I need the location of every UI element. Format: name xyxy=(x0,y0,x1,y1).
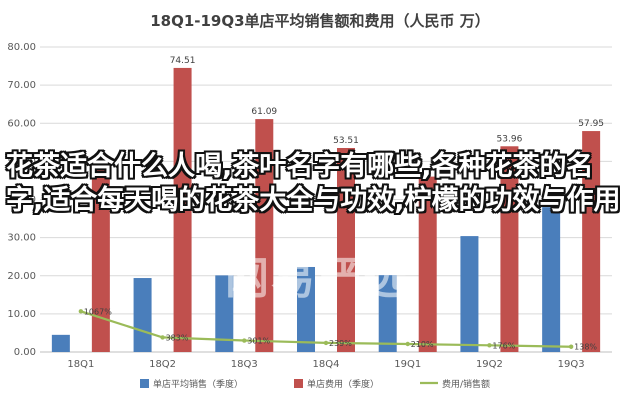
legend-label: 费用/销售额 xyxy=(442,378,490,390)
point-ratio xyxy=(323,340,329,346)
point-ratio xyxy=(405,341,410,347)
bar-cost xyxy=(500,146,519,352)
bar-cost xyxy=(255,119,274,352)
legend-label: 单店费用（季度） xyxy=(307,378,379,390)
point-ratio xyxy=(487,343,492,348)
data-label-cost: 53.96 xyxy=(497,134,523,144)
y-tick-label: 10.00 xyxy=(7,309,36,320)
x-tick-label: 18Q1 xyxy=(67,359,94,370)
data-label-cost: 61.09 xyxy=(251,107,277,117)
bar-sales xyxy=(460,236,479,352)
y-tick-label: 0.00 xyxy=(14,347,36,358)
bar-cost xyxy=(173,67,192,352)
x-tick-label: 19Q2 xyxy=(476,359,503,370)
x-tick-label: 19Q3 xyxy=(558,359,585,370)
legend-swatch xyxy=(294,379,303,388)
point-ratio xyxy=(78,309,84,314)
y-tick-label: 50.00 xyxy=(7,156,36,167)
bar-sales xyxy=(542,207,561,352)
x-tick-label: 19Q1 xyxy=(394,359,421,370)
y-tick-label: 70.00 xyxy=(7,80,36,91)
data-label-ratio: 383% xyxy=(166,333,189,342)
y-tick-label: 80.00 xyxy=(7,42,36,53)
data-label-ratio: 301% xyxy=(247,337,270,346)
data-label-cost: 53.51 xyxy=(333,136,359,146)
bar-cost xyxy=(91,170,110,352)
x-tick-label: 18Q2 xyxy=(149,359,176,370)
legend-label: 单店平均销售（季度） xyxy=(153,378,243,390)
bar-sales xyxy=(297,266,315,352)
y-tick-label: 40.00 xyxy=(7,195,36,206)
bar-cost xyxy=(582,131,601,352)
point-ratio xyxy=(160,335,165,340)
data-label-ratio: 239% xyxy=(329,339,352,348)
data-label-ratio: 210% xyxy=(411,340,434,349)
bar-sales xyxy=(51,334,70,352)
data-label-cost: 57.95 xyxy=(578,119,604,129)
bar-sales xyxy=(215,275,234,352)
y-tick-label: 60.00 xyxy=(7,118,36,129)
overlay-headline: 花茶适合什么人喝,茶叶名字有哪些,各种花茶的名字,适合每天喝的花茶大全与功效,柠… xyxy=(6,151,621,216)
data-label-ratio: 1067% xyxy=(84,307,112,316)
legend-swatch xyxy=(140,379,149,388)
data-label-ratio: 176% xyxy=(492,341,515,350)
x-tick-label: 18Q3 xyxy=(231,359,258,370)
x-tick-label: 18Q4 xyxy=(313,359,340,370)
data-label-cost: 47.63 xyxy=(88,158,114,168)
bar-sales xyxy=(378,274,397,352)
point-ratio xyxy=(568,344,574,349)
y-tick-label: 30.00 xyxy=(7,233,36,244)
y-tick-label: 20.00 xyxy=(7,271,36,282)
bar-cost xyxy=(337,147,355,352)
bar-cost xyxy=(418,176,437,352)
point-ratio xyxy=(242,338,247,343)
data-label-ratio: 138% xyxy=(574,343,597,352)
watermark: 网易严选 xyxy=(225,253,409,304)
chart-title: 18Q1-19Q3单店平均销售额和费用（人民币 万） xyxy=(150,12,490,30)
data-label-cost: 74.51 xyxy=(170,56,196,66)
bar-sales xyxy=(133,278,152,352)
